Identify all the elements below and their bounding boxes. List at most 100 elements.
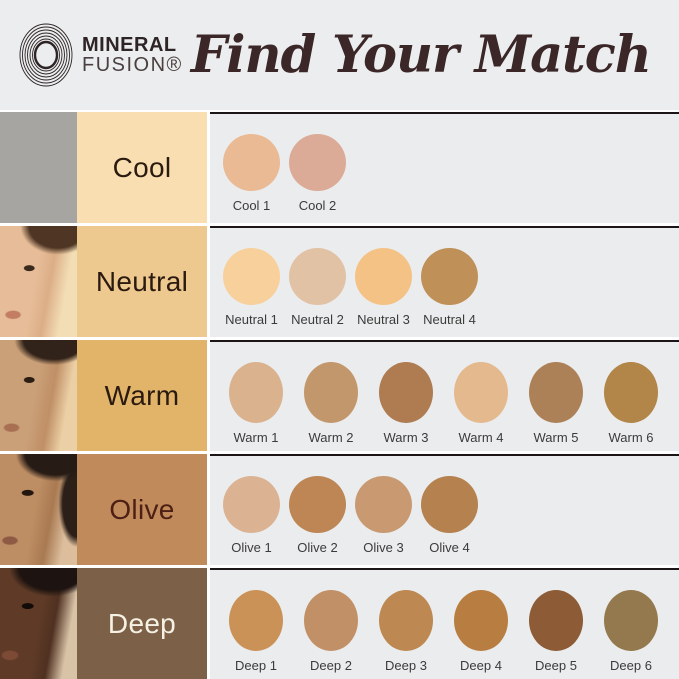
shade-swatch [229, 362, 283, 423]
tone-label-box-neutral: Neutral [77, 226, 207, 337]
shade-swatch-cell: Cool 1 [223, 134, 280, 213]
shade-swatch [304, 362, 358, 423]
shade-swatch-cell: Deep 5 [523, 590, 589, 673]
tone-label-box-olive: Olive [77, 454, 207, 565]
model-photo-deep [0, 568, 77, 679]
shade-name: Warm 4 [458, 430, 504, 445]
shade-rows: Cool Cool 1 Cool 2 Neutral Neutral 1 Neutr… [0, 112, 679, 679]
shade-name: Deep 2 [310, 658, 352, 673]
shade-swatch-cell: Deep 4 [448, 590, 514, 673]
shade-swatch [529, 590, 583, 651]
tone-label: Olive [109, 493, 175, 525]
shade-swatch [421, 476, 478, 533]
swatch-panel-neutral: Neutral 1 Neutral 2 Neutral 3 Neutral 4 [210, 226, 679, 337]
tone-label: Cool [112, 151, 172, 183]
model-photo-cool [0, 112, 77, 223]
shade-swatch-cell: Deep 2 [298, 590, 364, 673]
shade-name: Deep 6 [610, 658, 652, 673]
tone-label-box-deep: Deep [77, 568, 207, 679]
shade-name: Warm 2 [308, 430, 354, 445]
shade-name: Cool 1 [232, 198, 271, 213]
shade-swatch-cell: Warm 1 [223, 362, 289, 445]
shade-swatch [289, 476, 346, 533]
shade-swatch-cell: Olive 2 [289, 476, 346, 555]
shade-swatch-cell: Neutral 1 [223, 248, 280, 327]
tone-label: Neutral [95, 265, 189, 297]
shade-name: Warm 3 [383, 430, 429, 445]
shade-swatch-cell: Warm 5 [523, 362, 589, 445]
shade-name: Olive 4 [429, 540, 470, 555]
mineral-fusion-logo: MINERAL FUSION® [18, 21, 183, 89]
swatch-panel-cool: Cool 1 Cool 2 [210, 112, 679, 223]
shade-swatch [529, 362, 583, 423]
shade-swatch [604, 590, 658, 651]
tone-label: Warm [104, 379, 180, 411]
shade-row-olive: Olive Olive 1 Olive 2 Olive 3 Olive 4 [0, 454, 679, 565]
shade-swatch [379, 590, 433, 651]
model-photo-warm [0, 340, 77, 451]
shade-swatch-cell: Olive 1 [223, 476, 280, 555]
shade-swatch-cell: Warm 3 [373, 362, 439, 445]
shade-swatch-cell: Warm 6 [598, 362, 664, 445]
concentric-rings-icon [19, 23, 73, 87]
shade-swatch-cell: Warm 7 [673, 362, 679, 445]
shade-swatch-cell: Warm 4 [448, 362, 514, 445]
title-area: Find Your Match [183, 25, 665, 85]
shade-swatch [379, 362, 433, 423]
shade-row-warm: Warm Warm 1 Warm 2 Warm 3 Warm 4 Warm 5 Warm … [0, 340, 679, 451]
shade-swatch-cell: Deep 6 [598, 590, 664, 673]
shade-swatch [304, 590, 358, 651]
tone-label-box-warm: Warm [77, 340, 207, 451]
model-photo-neutral [0, 226, 77, 337]
shade-swatch-cell: Neutral 3 [355, 248, 412, 327]
shade-name: Warm 1 [233, 430, 279, 445]
brand-name-mineral: MINERAL [82, 33, 177, 56]
brand-name-fusion: FUSION® [82, 54, 183, 76]
shade-name: Deep 4 [460, 658, 502, 673]
shade-swatch [454, 590, 508, 651]
brand-wordmark: MINERAL FUSION® [82, 33, 183, 76]
shade-name: Neutral 4 [423, 312, 476, 327]
shade-name: Warm 5 [533, 430, 579, 445]
tone-label-box-cool: Cool [77, 112, 207, 223]
shade-swatch-cell: Olive 4 [421, 476, 478, 555]
shade-swatch-cell: Deep 3 [373, 590, 439, 673]
shade-swatch [229, 590, 283, 651]
shade-swatch [454, 362, 508, 423]
shade-name: Neutral 1 [225, 312, 278, 327]
shade-swatch-cell: Neutral 2 [289, 248, 346, 327]
shade-swatch-cell: Cool 2 [289, 134, 346, 213]
shade-swatch [604, 362, 658, 423]
shade-swatch [223, 134, 280, 191]
swatch-panel-olive: Olive 1 Olive 2 Olive 3 Olive 4 [210, 454, 679, 565]
tone-label: Deep [107, 608, 177, 639]
shade-row-neutral: Neutral Neutral 1 Neutral 2 Neutral 3 Neutr… [0, 226, 679, 337]
shade-swatch-cell: Deep 1 [223, 590, 289, 673]
shade-swatch [289, 134, 346, 191]
shade-name: Olive 3 [363, 540, 404, 555]
swatch-panel-deep: Deep 1 Deep 2 Deep 3 Deep 4 Deep 5 Deep 6 Deep… [210, 568, 679, 679]
swatch-panel-warm: Warm 1 Warm 2 Warm 3 Warm 4 Warm 5 Warm 6 Warm… [210, 340, 679, 451]
header: MINERAL FUSION® Find Your Match [0, 0, 679, 110]
shade-row-deep: Deep Deep 1 Deep 2 Deep 3 Deep 4 Deep 5 Deep … [0, 568, 679, 679]
shade-swatch [289, 248, 346, 305]
model-photo-olive [0, 454, 77, 565]
shade-name: Cool 2 [298, 198, 337, 213]
shade-name: Neutral 2 [291, 312, 344, 327]
shade-swatch [355, 476, 412, 533]
shade-swatch [421, 248, 478, 305]
shade-name: Neutral 3 [357, 312, 410, 327]
shade-name: Deep 5 [535, 658, 577, 673]
shade-swatch-cell: Deep 7 [673, 590, 679, 673]
shade-row-cool: Cool Cool 1 Cool 2 [0, 112, 679, 223]
shade-name: Olive 2 [297, 540, 338, 555]
shade-swatch [223, 476, 280, 533]
shade-swatch-cell: Olive 3 [355, 476, 412, 555]
page-title: Find Your Match [190, 25, 652, 85]
shade-swatch-cell: Neutral 4 [421, 248, 478, 327]
shade-name: Olive 1 [231, 540, 272, 555]
shade-name: Deep 1 [235, 658, 277, 673]
shade-name: Deep 3 [385, 658, 427, 673]
shade-swatch [223, 248, 280, 305]
